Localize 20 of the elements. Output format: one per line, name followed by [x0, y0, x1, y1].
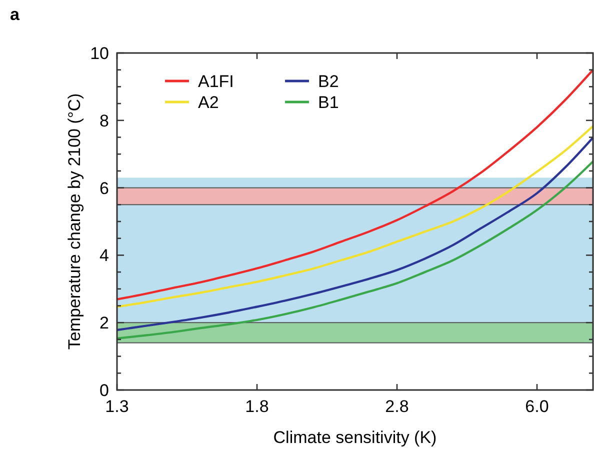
y-tick-label: 4: [100, 246, 109, 266]
y-tick-label: 0: [100, 380, 109, 400]
x-tick-label: 1.8: [245, 397, 269, 416]
x-tick-label: 1.3: [105, 397, 129, 416]
x-axis-title: Climate sensitivity (K): [273, 428, 437, 447]
legend-label: A2: [198, 92, 219, 112]
line-series: [116, 136, 594, 332]
x-tick-label: 2.8: [385, 397, 409, 416]
y-tick-label: 2: [100, 314, 109, 333]
legend-label: B2: [318, 72, 339, 91]
legend-label: A1FI: [198, 72, 234, 91]
x-tick-label: 6.0: [525, 397, 549, 416]
y-axis-title: Temperature change by 2100 (°C): [65, 93, 84, 350]
y-tick-label: 8: [100, 111, 109, 130]
line-series: [116, 125, 594, 308]
text: a: [10, 5, 20, 24]
line-series: [116, 68, 594, 300]
legend-label: B1: [318, 92, 339, 112]
y-tick-label: 10: [90, 44, 109, 63]
y-tick-label: 6: [100, 178, 109, 198]
